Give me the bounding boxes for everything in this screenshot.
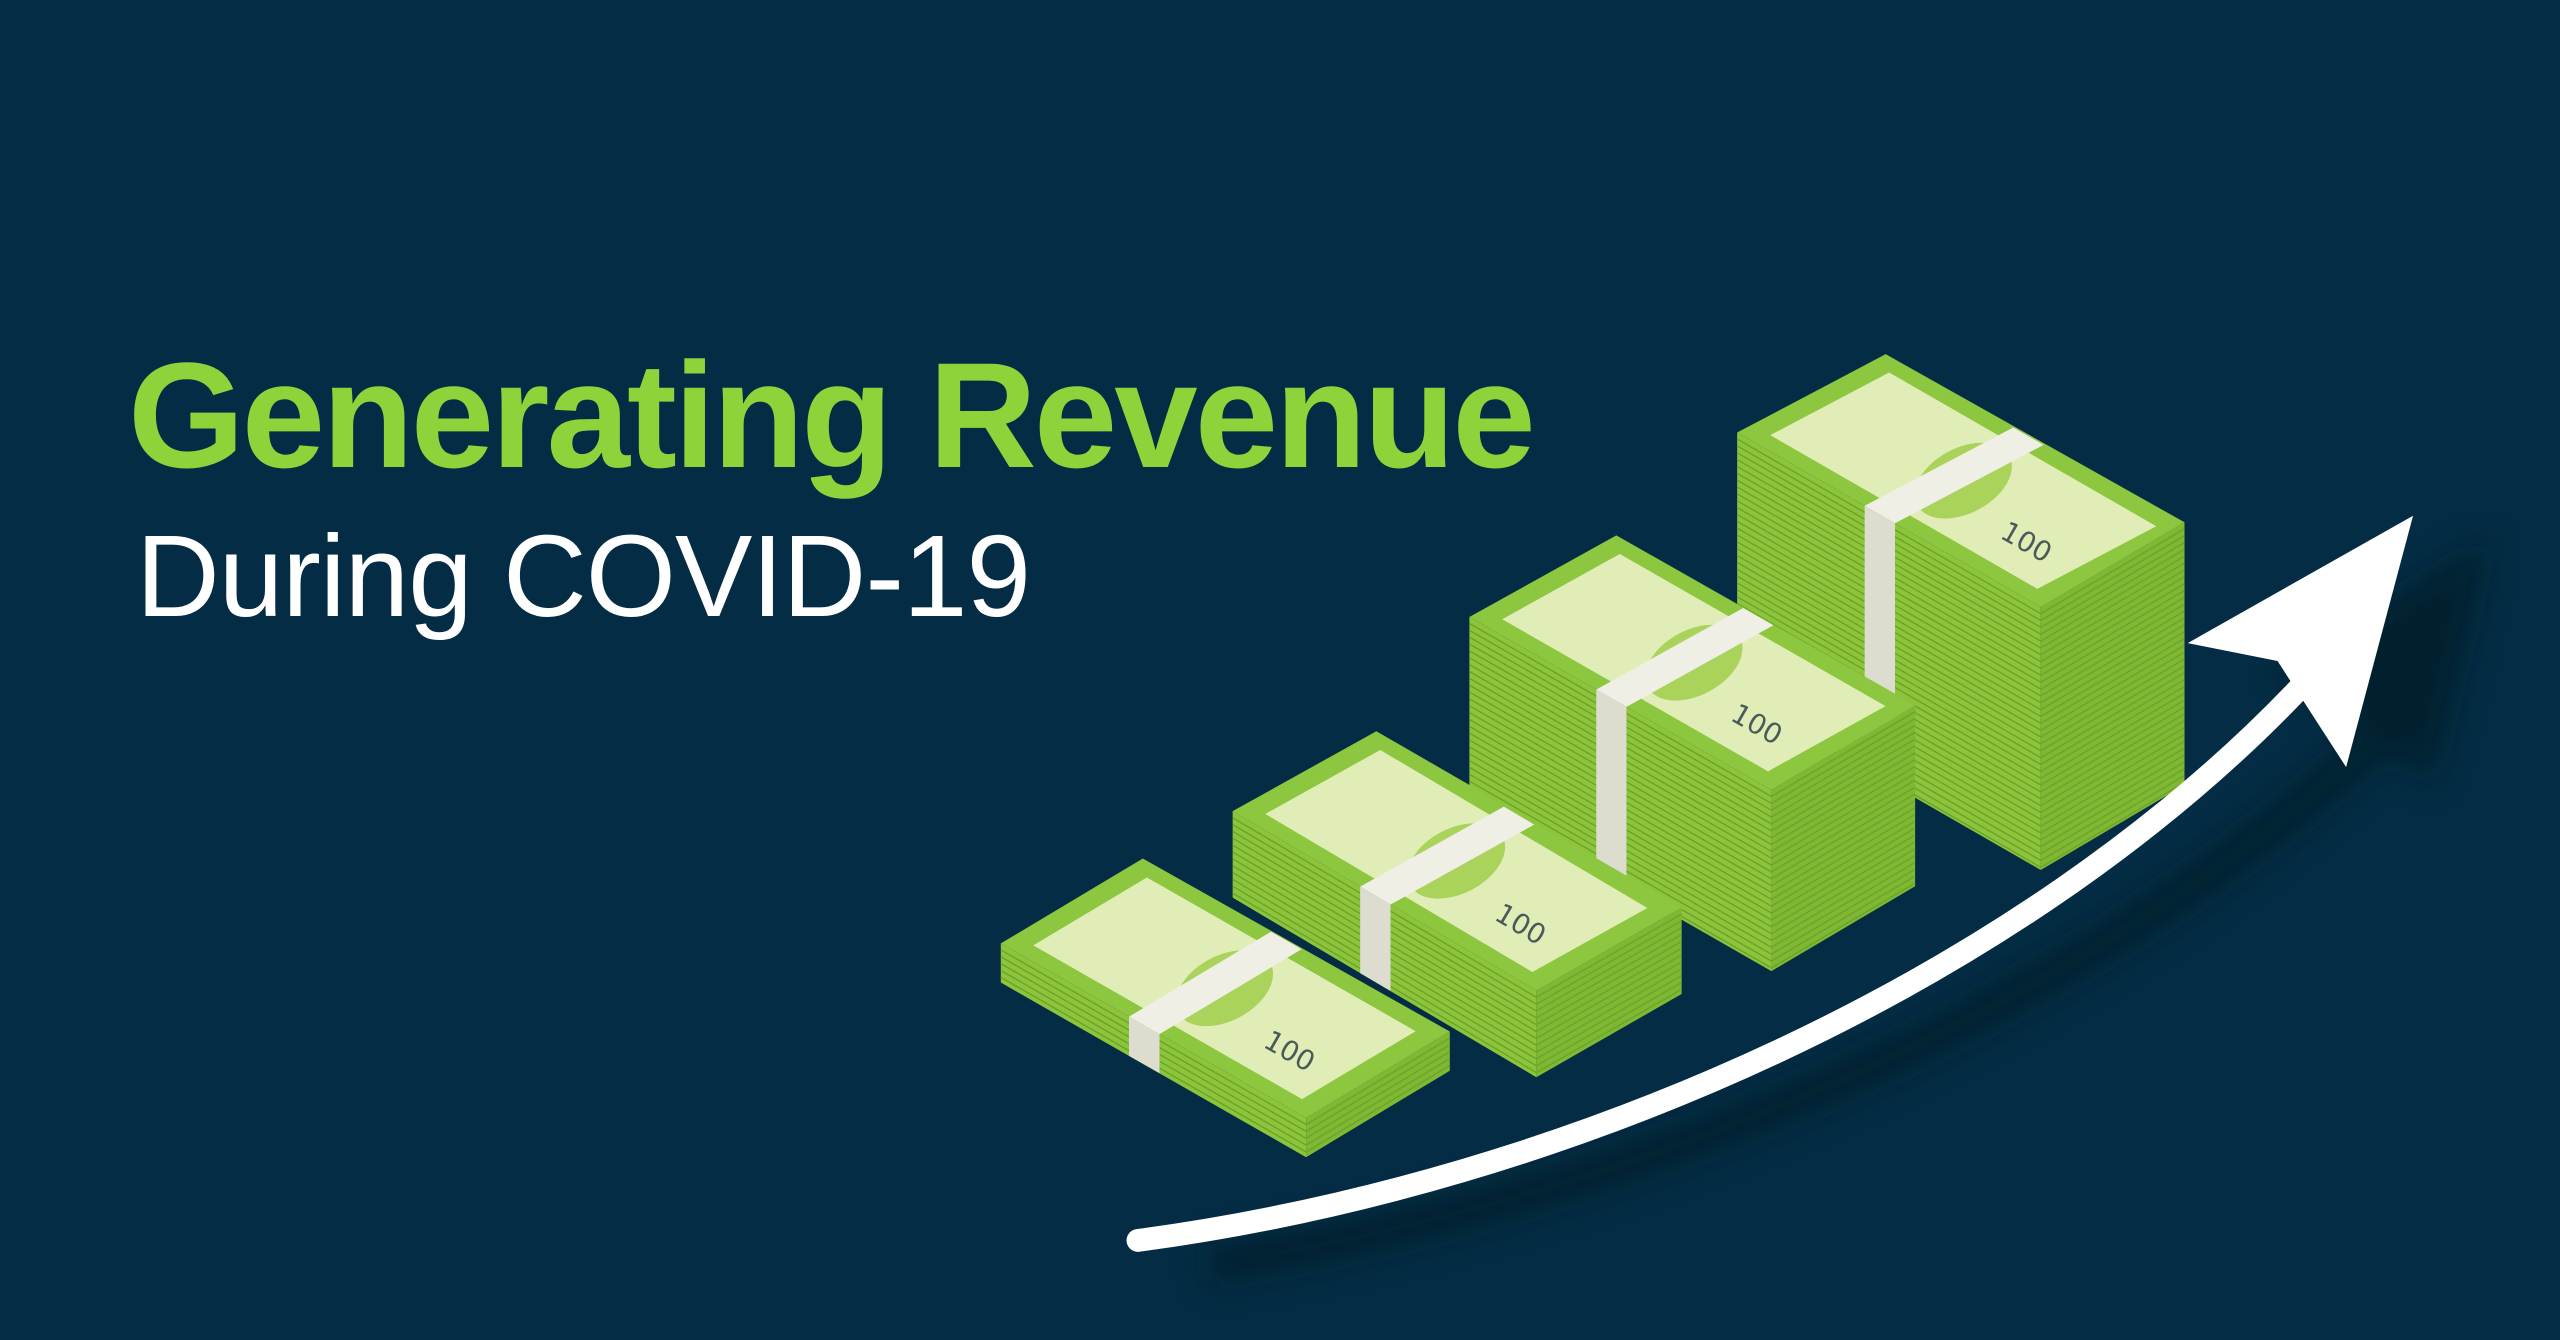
note-edge-line	[1736, 575, 2185, 752]
note-edge-line	[1736, 452, 2185, 629]
note-edge-line	[1232, 858, 1682, 1040]
note-edge-line	[1469, 698, 1916, 873]
note-edge-line	[1469, 753, 1916, 928]
note-edge-line	[1232, 817, 1682, 999]
note-edge-line	[1736, 527, 2185, 704]
note-edge-line	[1232, 851, 1682, 1033]
note-edge-line	[1232, 878, 1682, 1060]
currency-band	[1360, 806, 1535, 905]
note-edge-line	[1000, 962, 1451, 1140]
note-edge-line	[1469, 677, 1916, 853]
note-edge-line	[1469, 739, 1916, 914]
currency-band	[1864, 427, 2044, 524]
note-edge-line	[1469, 725, 1916, 901]
note-edge-line	[1469, 759, 1916, 935]
note-edge-line	[1000, 969, 1451, 1146]
note-edge-line	[1736, 472, 2185, 649]
note-edge-line	[1736, 445, 2185, 622]
note-edge-line	[1232, 823, 1682, 1005]
note-edge-line	[1000, 956, 1451, 1133]
arrow-head	[2187, 515, 2414, 768]
note-edge-line	[1736, 596, 2185, 773]
note-edge-line	[1469, 684, 1916, 860]
currency-band-side	[1360, 886, 1391, 992]
note-edge-line	[1232, 830, 1682, 1012]
note-edge-line	[1232, 865, 1682, 1047]
note-edge-line	[1232, 871, 1682, 1053]
note-edge-line	[1232, 892, 1682, 1074]
note-edge-line	[1000, 949, 1451, 1126]
note-edge-line	[1736, 520, 2185, 697]
note-edge-line	[1469, 773, 1916, 949]
note-edge-line	[1469, 663, 1916, 839]
note-edge-line	[1469, 718, 1916, 894]
note-edge-line	[1469, 705, 1916, 880]
note-edge-line	[1736, 534, 2185, 711]
currency-band-side	[1128, 1016, 1160, 1074]
note-edge-line	[1469, 766, 1916, 942]
note-edge-line	[1469, 780, 1916, 956]
currency-band	[1596, 607, 1774, 707]
arrow-shadow	[1205, 538, 2490, 1283]
note-edge-line	[1736, 513, 2185, 690]
money-stack: 100	[1232, 731, 1682, 1078]
note-edge-line	[1736, 438, 2185, 615]
headline-title: Generating Revenue	[128, 331, 1536, 499]
money-stack: 100	[1736, 354, 2185, 870]
currency-band	[1128, 931, 1302, 1035]
note-edge-line	[1736, 493, 2185, 670]
note-edge-line	[1469, 643, 1916, 818]
note-edge-line	[1469, 622, 1916, 798]
note-edge-line	[1736, 506, 2185, 684]
note-edge-line	[1232, 885, 1682, 1067]
arrow-shaft	[1126, 674, 2314, 1252]
money-stack: 100	[1469, 535, 1916, 972]
note-edge-line	[1736, 541, 2185, 718]
note-edge-line	[1469, 711, 1916, 887]
note-edge-line	[1736, 568, 2185, 745]
note-edge-line	[1232, 844, 1682, 1026]
note-edge-line	[1232, 837, 1682, 1019]
note-edge-line	[1736, 500, 2185, 677]
note-edge-line	[1736, 479, 2185, 656]
currency-band-side	[1596, 689, 1627, 889]
upward-curved-arrow-icon	[1126, 515, 2414, 1252]
note-edge-line	[1736, 465, 2185, 642]
note-edge-line	[1736, 548, 2185, 725]
stack-right-face	[1536, 907, 1682, 1078]
note-edge-line	[1469, 629, 1916, 805]
note-edge-line	[1736, 458, 2185, 636]
note-edge-line	[1736, 582, 2185, 759]
note-edge-line	[1469, 636, 1916, 812]
note-edge-line	[1000, 976, 1451, 1153]
note-edge-line	[1736, 486, 2185, 663]
note-edge-line	[1469, 650, 1916, 825]
note-edge-line	[1736, 589, 2185, 766]
note-edge-line	[1469, 691, 1916, 866]
note-edge-line	[1469, 670, 1916, 846]
note-edge-line	[1736, 561, 2185, 738]
headline-subtitle: During COVID-19	[136, 511, 1031, 641]
money-stack: 100	[1000, 858, 1451, 1158]
note-edge-line	[1469, 657, 1916, 832]
note-edge-line	[1469, 746, 1916, 921]
note-edge-line	[1469, 732, 1916, 908]
note-edge-line	[1736, 554, 2185, 732]
